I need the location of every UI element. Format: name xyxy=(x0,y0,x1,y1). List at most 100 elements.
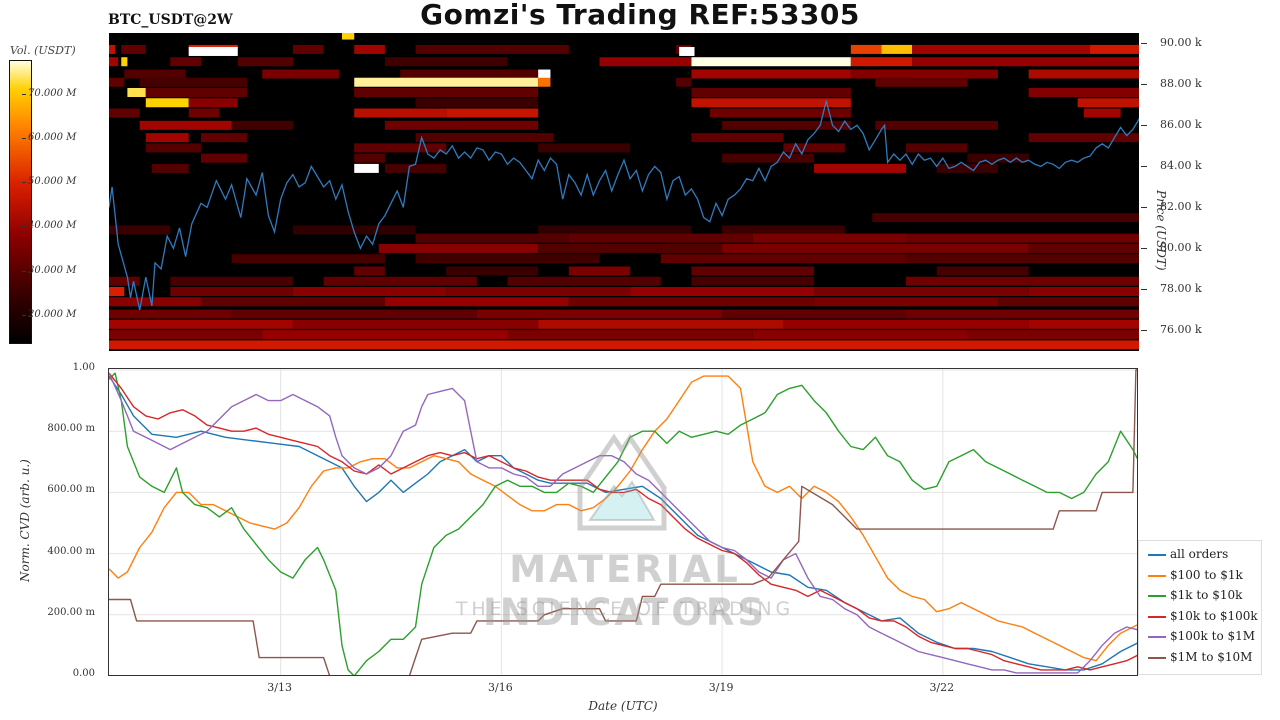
liquidity-band-22-5 xyxy=(997,297,1139,307)
liquidity-band-17-2 xyxy=(722,243,1029,253)
liquidity-band-25-1 xyxy=(262,330,508,340)
liquidity-band-25-3 xyxy=(752,330,968,340)
liquidity-band-9-1 xyxy=(231,120,293,130)
liquidity-band-9-2 xyxy=(384,120,539,130)
liquidity-band-20-4 xyxy=(691,276,815,286)
liquidity-band-7-3 xyxy=(691,98,851,108)
liquidity-band-24-2 xyxy=(538,319,784,329)
liquidity-band-16-0 xyxy=(415,233,569,243)
liquidity-band-3-6 xyxy=(691,57,851,67)
liquidity-band-3-1 xyxy=(121,57,128,67)
cvd-y-axis-label: Norm. CVD (arb. u.) xyxy=(18,459,32,582)
liquidity-band-9-3 xyxy=(722,120,851,130)
liquidity-band-17-1 xyxy=(538,243,723,253)
liquidity-band-6-0 xyxy=(127,87,146,97)
legend-item-1[interactable]: $100 to $1k xyxy=(1139,567,1261,588)
price-tick-1: 78.00 k xyxy=(1141,282,1202,296)
liquidity-band-12-0 xyxy=(200,153,247,163)
legend-label-1: $100 to $1k xyxy=(1170,567,1243,582)
cvd-y-tick-4: 800.00 m xyxy=(47,423,95,435)
series-line-2 xyxy=(109,372,1137,675)
liquidity-band-7-1 xyxy=(188,98,238,108)
price-tick-6: 88.00 k xyxy=(1141,77,1202,91)
liquidity-band-8-4 xyxy=(709,108,851,118)
liquidity-band-13-0 xyxy=(151,163,189,173)
legend-item-4[interactable]: $100k to $1M xyxy=(1139,628,1261,649)
liquidity-band-26-0 xyxy=(109,340,1139,350)
liquidity-band-23-2 xyxy=(476,309,723,319)
series-line-3 xyxy=(109,372,1137,671)
liquidity-band-16-3 xyxy=(906,233,1139,243)
liquidity-band-11-2 xyxy=(538,143,631,153)
liquidity-heatmap[interactable] xyxy=(109,33,1139,351)
liquidity-band-20-0 xyxy=(109,276,140,286)
liquidity-band-13-1 xyxy=(354,163,379,173)
legend: all orders $100 to $1k $1k to $10k $10k to … xyxy=(1138,540,1262,675)
cvd-chart[interactable] xyxy=(108,368,1138,676)
liquidity-band-0-10 xyxy=(1089,44,1139,54)
liquidity-band-5-1 xyxy=(139,77,247,87)
liquidity-band-10-1 xyxy=(200,133,247,143)
liquidity-band-5-0 xyxy=(109,77,125,87)
legend-swatch-5 xyxy=(1148,656,1166,659)
price-tick-0: 76.00 k xyxy=(1141,323,1202,337)
price-axis-label: Price (USDT) xyxy=(1154,190,1168,271)
liquidity-band-23-3 xyxy=(722,309,907,319)
liquidity-band-0-3 xyxy=(292,44,324,54)
liquidity-band-21-4 xyxy=(630,287,815,297)
liquidity-band-12-1 xyxy=(354,153,385,163)
liquidity-band-14-0 xyxy=(872,213,1139,223)
legend-item-5[interactable]: $1M to $10M xyxy=(1139,649,1261,670)
cvd-x-tick-0: 3/13 xyxy=(267,681,292,694)
liquidity-band-21-6 xyxy=(1028,287,1139,297)
liquidity-band-9-0 xyxy=(139,120,232,130)
liquidity-band-0-8 xyxy=(881,44,913,54)
legend-label-4: $100k to $1M xyxy=(1170,629,1256,643)
liquidity-band-21-2 xyxy=(292,287,447,297)
liquidity-band-4-4 xyxy=(691,69,851,79)
liquidity-band-3-5 xyxy=(599,57,692,67)
series-line-4 xyxy=(109,372,1137,674)
liquidity-band-3-2 xyxy=(170,57,201,67)
liquidity-band-20-2 xyxy=(323,276,477,286)
liquidity-band-0-9 xyxy=(912,44,1090,54)
colorbar-tick-3: 50.000 M xyxy=(21,176,77,188)
liquidity-band-25-4 xyxy=(967,330,1139,340)
legend-swatch-3 xyxy=(1148,615,1166,618)
cvd-x-tick-2: 3/19 xyxy=(708,681,734,694)
volume-colorbar xyxy=(9,60,32,344)
cvd-svg xyxy=(109,369,1137,675)
legend-item-2[interactable]: $1k to $10k xyxy=(1139,587,1261,608)
legend-item-0[interactable]: all orders xyxy=(1139,546,1261,567)
liquidity-band-6-2 xyxy=(185,87,247,97)
liquidity-band-16-1 xyxy=(568,233,753,243)
liquidity-band-19-3 xyxy=(691,266,815,276)
cvd-x-axis-label: Date (UTC) xyxy=(588,699,658,713)
heatmap-svg xyxy=(109,33,1139,350)
liquidity-band-25-0 xyxy=(109,330,263,340)
liquidity-band-0-7 xyxy=(850,44,882,54)
liquidity-band-19-2 xyxy=(568,266,631,276)
colorbar-tick-0: 20.000 M xyxy=(21,308,77,320)
liquidity-band-5-2 xyxy=(354,77,539,87)
liquidity-band-10-4 xyxy=(1028,133,1139,143)
liquidity-band-5-3 xyxy=(538,77,551,87)
liquidity-band-20-3 xyxy=(507,276,661,286)
liquidity-band-5-4 xyxy=(676,77,692,87)
liquidity-band-1-1 xyxy=(679,46,695,56)
liquidity-band-7-2 xyxy=(415,98,539,108)
liquidity-band-21-1 xyxy=(170,287,293,297)
series-line-0 xyxy=(109,375,1137,671)
price-tick-4: 84.00 k xyxy=(1141,159,1202,173)
liquidity-band-8-5 xyxy=(1083,108,1121,118)
cvd-y-tick-2: 400.00 m xyxy=(47,545,95,557)
liquidity-band-3-0 xyxy=(109,57,119,67)
liquidity-band-16-2 xyxy=(752,233,907,243)
series-line-1 xyxy=(109,375,1137,662)
cvd-y-tick-0: 0.00 xyxy=(72,668,95,679)
legend-item-3[interactable]: $10k to $100k xyxy=(1139,608,1261,629)
liquidity-band-8-1 xyxy=(188,108,220,118)
liquidity-band-7-4 xyxy=(1077,98,1139,108)
liquidity-band-0-1 xyxy=(121,44,146,54)
liquidity-band-3-7 xyxy=(850,57,913,67)
